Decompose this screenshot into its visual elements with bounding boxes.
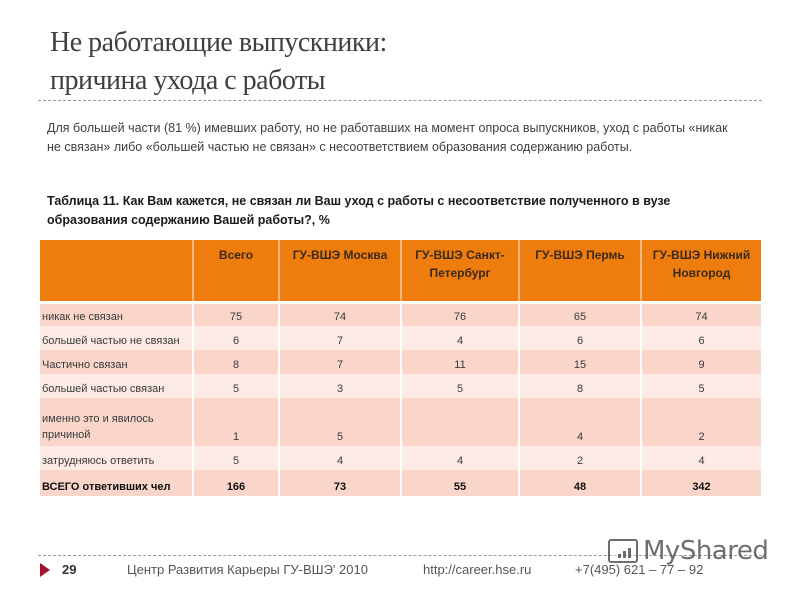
cell: 2 — [518, 446, 641, 470]
row-label: большей частью связан — [40, 374, 193, 398]
table-row: большей частью связан 5 3 5 8 5 — [40, 374, 761, 398]
cell: 76 — [400, 302, 519, 326]
watermark: MyShared — [608, 536, 769, 566]
cell: 65 — [518, 302, 641, 326]
table-row: затрудняюсь ответить 5 4 4 2 4 — [40, 446, 761, 470]
cell — [400, 398, 519, 446]
watermark-text: MyShared — [643, 536, 769, 566]
cell: 7 — [278, 350, 401, 374]
footer-divider — [38, 555, 762, 556]
cell: 6 — [640, 326, 761, 350]
cell: 4 — [400, 326, 519, 350]
cell: 4 — [278, 446, 401, 470]
row-label: именно это и явилось причиной — [40, 398, 193, 446]
cell: 5 — [278, 398, 401, 446]
cell: 73 — [278, 470, 401, 496]
title-divider — [38, 100, 762, 101]
header-empty — [40, 240, 193, 304]
slide-title: Не работающие выпускники: причина ухода … — [50, 24, 387, 100]
cell: 5 — [640, 374, 761, 398]
cell: 4 — [518, 398, 641, 446]
intro-paragraph: Для большей части (81 %) имевших работу,… — [47, 121, 728, 154]
cell: 8 — [192, 350, 279, 374]
cell: 15 — [518, 350, 641, 374]
footer-phone: +7(495) 621 – 77 – 92 — [575, 562, 704, 577]
header-spb: ГУ-ВШЭ Санкт-Петербург — [400, 240, 519, 304]
cell: 6 — [192, 326, 279, 350]
cell: 342 — [640, 470, 761, 496]
row-label: никак не связан — [40, 302, 193, 326]
row-label: ВСЕГО ответивших чел — [40, 470, 193, 496]
header-moscow: ГУ-ВШЭ Москва — [278, 240, 401, 304]
cell: 75 — [192, 302, 279, 326]
presentation-chart-icon — [608, 539, 638, 563]
row-label: Частично связан — [40, 350, 193, 374]
cell: 1 — [192, 398, 279, 446]
table-row: Частично связан 8 7 11 15 9 — [40, 350, 761, 374]
cell: 74 — [278, 302, 401, 326]
cell: 5 — [192, 446, 279, 470]
title-line-1: Не работающие выпускники: — [50, 27, 387, 58]
cell: 2 — [640, 398, 761, 446]
cell: 166 — [192, 470, 279, 496]
row-label: большей частью не связан — [40, 326, 193, 350]
cell: 8 — [518, 374, 641, 398]
cell: 74 — [640, 302, 761, 326]
table-row: именно это и явилось причиной 1 5 4 2 — [40, 398, 761, 446]
cell: 4 — [400, 446, 519, 470]
cell: 4 — [640, 446, 761, 470]
results-table: Всего ГУ-ВШЭ Москва ГУ-ВШЭ Санкт-Петербу… — [40, 240, 761, 496]
header-total: Всего — [192, 240, 279, 304]
footer-organization: Центр Развития Карьеры ГУ-ВШЭ' 2010 — [127, 562, 368, 577]
table-caption: Таблица 11. Как Вам кажется, не связан л… — [47, 194, 671, 227]
header-nnovgorod: ГУ-ВШЭ Нижний Новгород — [640, 240, 761, 304]
triangle-arrow-icon — [40, 563, 50, 577]
table-header-row: Всего ГУ-ВШЭ Москва ГУ-ВШЭ Санкт-Петербу… — [40, 240, 761, 304]
cell: 5 — [192, 374, 279, 398]
cell: 48 — [518, 470, 641, 496]
table-total-row: ВСЕГО ответивших чел 166 73 55 48 342 — [40, 470, 761, 496]
cell: 7 — [278, 326, 401, 350]
footer-url[interactable]: http://career.hse.ru — [423, 562, 532, 577]
cell: 6 — [518, 326, 641, 350]
cell: 55 — [400, 470, 519, 496]
table-row: никак не связан 75 74 76 65 74 — [40, 302, 761, 326]
title-line-2: причина ухода с работы — [50, 65, 326, 96]
table-row: большей частью не связан 6 7 4 6 6 — [40, 326, 761, 350]
cell: 9 — [640, 350, 761, 374]
cell: 11 — [400, 350, 519, 374]
header-perm: ГУ-ВШЭ Пермь — [518, 240, 641, 304]
cell: 5 — [400, 374, 519, 398]
cell: 3 — [278, 374, 401, 398]
page-number: 29 — [62, 562, 77, 577]
row-label: затрудняюсь ответить — [40, 446, 193, 470]
